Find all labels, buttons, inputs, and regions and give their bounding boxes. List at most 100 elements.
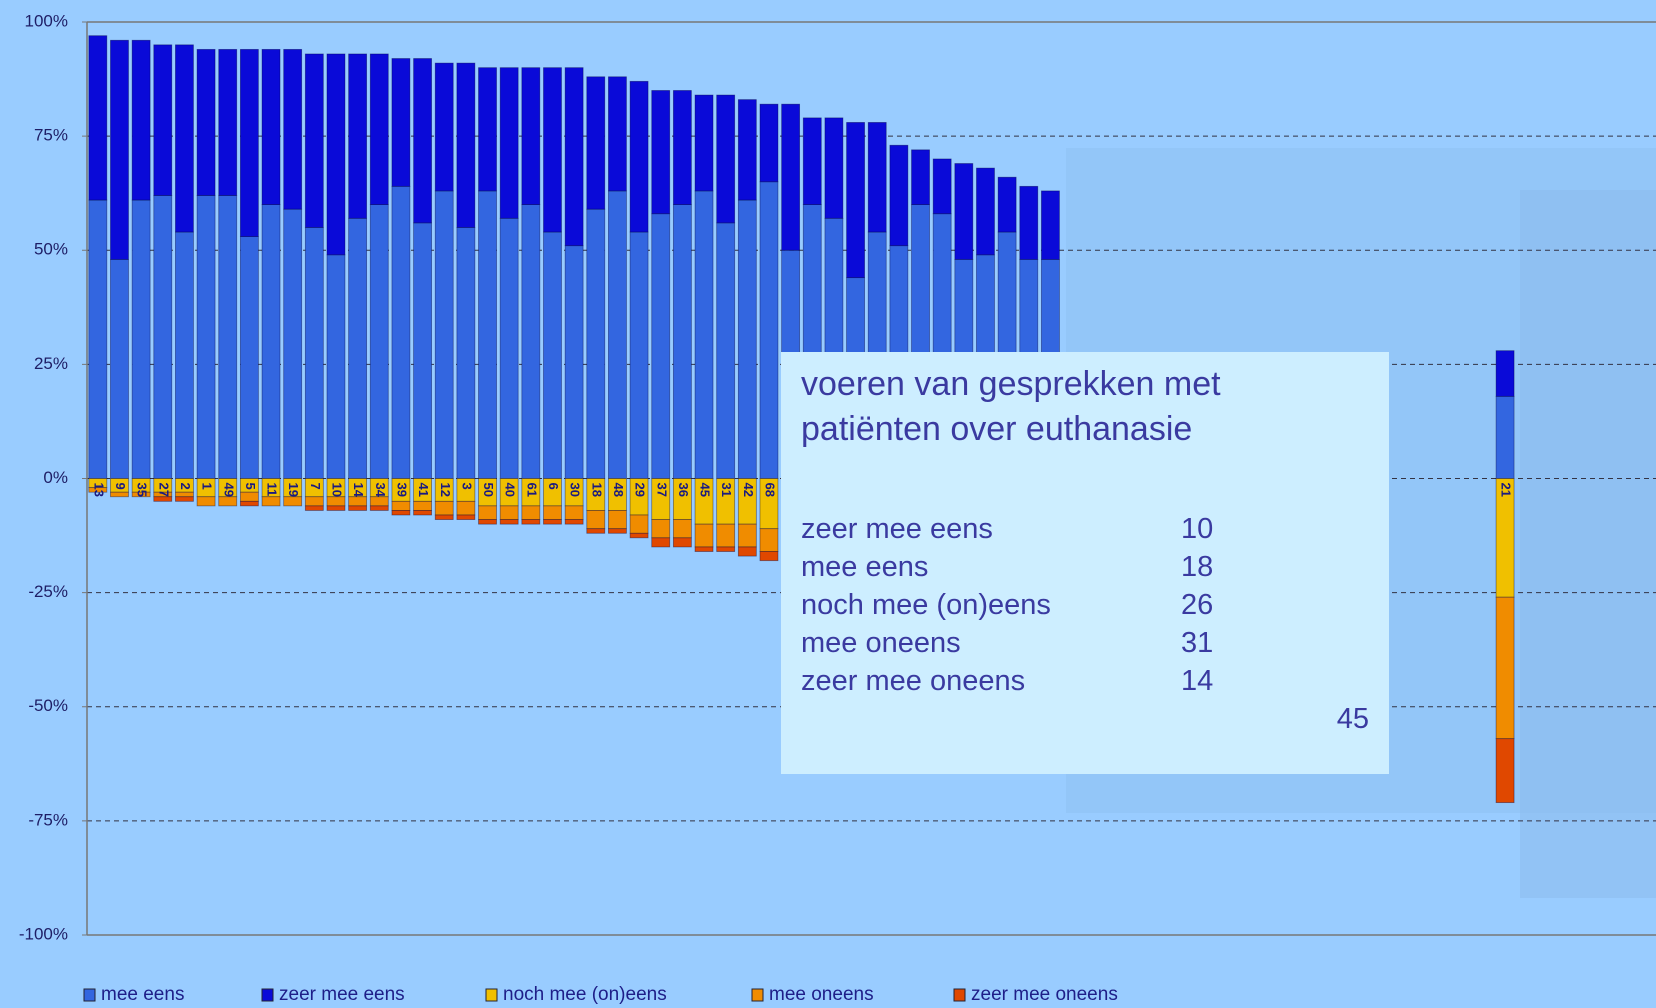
bar-segment <box>196 48 216 196</box>
bar-segment <box>434 62 454 192</box>
bar-segment <box>997 176 1017 233</box>
bar-segment <box>88 487 108 493</box>
bar-segment <box>456 62 476 228</box>
bar-segment <box>478 67 497 192</box>
bar-segment <box>694 94 714 192</box>
bar-segment <box>564 519 584 525</box>
legend-swatch <box>261 988 274 1002</box>
legend-swatch <box>953 988 966 1002</box>
bar-segment <box>586 510 606 530</box>
bar-segment <box>218 48 238 196</box>
bar-segment <box>326 53 346 256</box>
bar-segment <box>239 236 259 479</box>
y-tick-label: -50% <box>28 696 68 715</box>
bar-segment <box>196 496 216 507</box>
bar-segment <box>283 48 303 210</box>
bar-segment <box>304 53 324 228</box>
bar-segment <box>391 500 411 511</box>
bar-segment <box>672 537 692 548</box>
tooltip-row: mee oneens 31 <box>801 624 1369 662</box>
category-label: 41 <box>416 483 431 497</box>
category-label: 9 <box>113 483 128 490</box>
legend-label: zeer mee eens <box>279 984 405 1005</box>
tooltip-total: 45 <box>1336 703 1369 735</box>
bar-segment <box>521 204 541 479</box>
bar-segment <box>564 67 584 247</box>
bar-segment <box>564 505 584 520</box>
bar-segment <box>348 505 368 511</box>
legend-swatch <box>485 988 498 1002</box>
bar-segment <box>716 222 736 479</box>
legend-swatch <box>751 988 764 1002</box>
bar-segment <box>283 208 303 479</box>
bar-segment <box>1019 185 1039 260</box>
bar-segment <box>867 122 887 233</box>
bar-segment <box>175 496 194 502</box>
bar-segment <box>629 231 649 479</box>
bar-segment <box>88 199 108 479</box>
bar-segment <box>824 117 844 219</box>
bar-segment <box>499 505 519 520</box>
bar-segment <box>737 523 757 548</box>
bar-segment <box>348 53 368 219</box>
bar-segment <box>759 103 779 183</box>
bar-segment <box>456 227 476 479</box>
bar-segment <box>456 514 476 520</box>
bar-segment <box>391 185 411 479</box>
bar-segment <box>586 76 606 210</box>
bar-segment <box>586 528 606 534</box>
category-label: 42 <box>741 483 756 497</box>
bar-segment <box>326 496 346 507</box>
y-tick-label: -25% <box>28 582 68 601</box>
bar-segment <box>608 510 627 530</box>
category-label: 49 <box>221 483 236 497</box>
bar-segment <box>239 48 259 237</box>
category-label: 21 <box>1499 483 1514 497</box>
category-label: 11 <box>265 483 280 497</box>
bar-segment <box>802 117 822 205</box>
bar-segment <box>629 514 649 534</box>
bar-segment <box>153 496 173 502</box>
bar-segment <box>1041 190 1060 260</box>
category-label: 12 <box>438 483 453 497</box>
bar-segment <box>846 122 865 279</box>
bar-segment <box>629 80 649 233</box>
legend-label: noch mee (on)eens <box>503 984 667 1005</box>
bar-segment <box>239 500 259 507</box>
row-value: 14 <box>1181 665 1214 697</box>
bar-segment <box>434 500 454 516</box>
bar-segment <box>976 167 995 256</box>
bar-segment <box>131 39 151 201</box>
category-label: 5 <box>243 483 258 490</box>
tooltip-title: voeren van gesprekken met patiënten over… <box>801 365 1221 448</box>
bar-segment <box>694 190 714 479</box>
bar-segment <box>1495 738 1515 804</box>
bar-segment <box>521 67 541 205</box>
tooltip-row: mee eens 18 <box>801 548 1369 586</box>
bar-segment <box>889 144 909 247</box>
bar-segment <box>304 505 324 511</box>
bar-segment <box>369 204 389 479</box>
bar-segment <box>564 245 584 479</box>
category-label: 19 <box>286 483 301 497</box>
category-label: 29 <box>633 483 648 497</box>
bar-segment <box>261 48 281 206</box>
bar-segment <box>954 163 974 260</box>
bar-segment <box>608 76 627 192</box>
category-label: 14 <box>351 483 366 498</box>
bar-segment <box>672 90 692 205</box>
bar-segment <box>348 217 368 479</box>
category-label: 61 <box>524 483 539 497</box>
bar-segment <box>413 510 432 516</box>
row-value: 10 <box>1181 513 1214 545</box>
bar-segment <box>694 523 714 548</box>
bar-segment <box>608 528 627 534</box>
category-label: 6 <box>546 483 561 490</box>
bar-segment <box>369 496 389 507</box>
bar-segment <box>608 190 627 479</box>
bar-segment <box>239 491 259 502</box>
bar-segment <box>326 505 346 511</box>
bar-segment <box>781 103 801 251</box>
bar-segment <box>694 546 714 552</box>
